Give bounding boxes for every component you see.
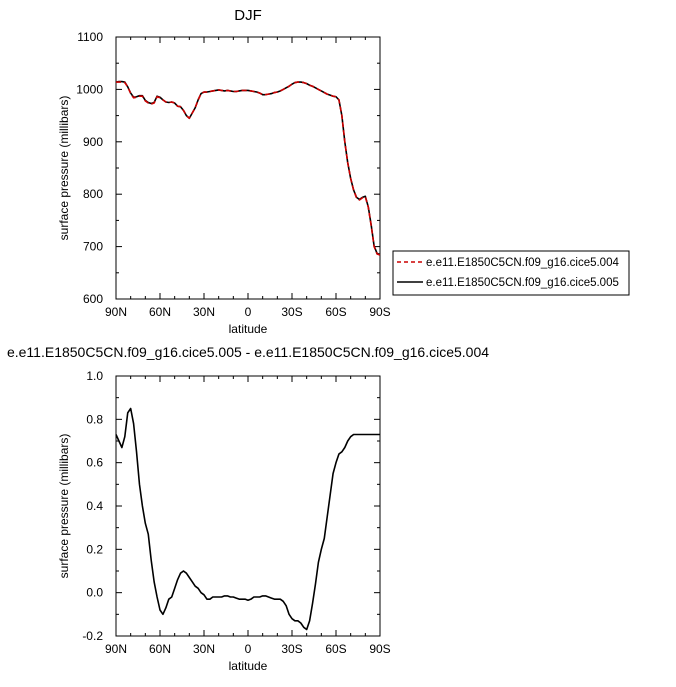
legend-label-1: e.e11.E1850C5CN.f09_g16.cice5.004 — [426, 257, 619, 269]
chart-title: DJF — [234, 7, 262, 24]
x-tick-label: 90N — [105, 642, 127, 656]
y-tick-label: 700 — [83, 240, 103, 254]
x-tick-label: 90S — [369, 305, 390, 319]
chart-panel-1: DJF 90N 60N 30N 0 30S 60S 90S 600 700 800 900 1000 11… — [57, 7, 630, 336]
x-tick-label: 60S — [325, 642, 346, 656]
y-tick-label: 0.2 — [86, 542, 103, 556]
legend-label-2: e.e11.E1850C5CN.f09_g16.cice5.005 — [426, 277, 619, 289]
x-tick-label: 90N — [105, 305, 127, 319]
y-tick-label: 800 — [83, 187, 103, 201]
y-axis-label: surface pressure (millibars) — [57, 96, 71, 241]
y-tick-label: 0.4 — [86, 499, 103, 513]
y-tick-label: 600 — [83, 292, 103, 306]
x-tick-label: 30S — [281, 642, 302, 656]
x-tick-label: 60S — [325, 305, 346, 319]
plot-frame — [115, 375, 381, 637]
y-tick-label: 0.8 — [86, 412, 103, 426]
legend: e.e11.E1850C5CN.f09_g16.cice5.004 e.e11.E… — [392, 250, 630, 296]
x-tick-label: 0 — [245, 305, 252, 319]
x-tick-label: 0 — [245, 642, 252, 656]
chart-title: e.e11.E1850C5CN.f09_g16.cice5.005 - e.e1… — [7, 344, 489, 360]
series-line-1 — [116, 81, 381, 256]
x-axis-label: latitude — [229, 322, 268, 336]
y-tick-label: 900 — [83, 135, 103, 149]
x-tick-label: 30N — [193, 642, 215, 656]
x-tick-label: 60N — [149, 305, 171, 319]
legend-box — [392, 250, 630, 296]
y-tick-label: -0.2 — [82, 629, 103, 643]
x-tick-label: 60N — [149, 642, 171, 656]
chart-panel-2: e.e11.E1850C5CN.f09_g16.cice5.005 - e.e1… — [7, 344, 489, 673]
y-tick-label: 1.0 — [86, 369, 103, 383]
x-tick-label: 30S — [281, 305, 302, 319]
y-tick-label: 0.6 — [86, 456, 103, 470]
y-axis-label: surface pressure (millibars) — [57, 434, 71, 579]
x-tick-label: 90S — [369, 642, 390, 656]
y-tick-label: 1000 — [76, 82, 103, 96]
y-tick-label: 0.0 — [86, 586, 103, 600]
x-tick-label: 30N — [193, 305, 215, 319]
series-line-1 — [115, 407, 380, 631]
x-axis-label: latitude — [229, 659, 268, 673]
y-tick-label: 1100 — [77, 30, 103, 44]
plot-frame — [115, 36, 381, 300]
